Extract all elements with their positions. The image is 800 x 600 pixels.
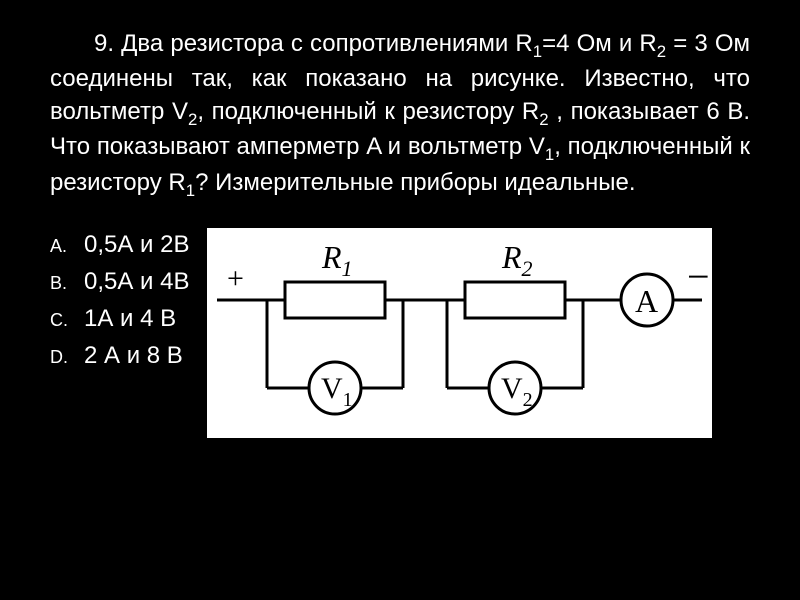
answer-marker: B. [50,270,84,296]
r1-label: R1 [321,239,353,281]
answer-option: B. 0,5А и 4В [50,265,189,300]
answer-option: A. 0,5А и 2В [50,228,189,263]
slide: 9. Два резистора с сопротивлениями R1=4 … [0,0,800,600]
ammeter-label: A [635,283,658,319]
question-text: 9. Два резистора с сопротивлениями R1=4 … [50,28,750,202]
answer-text: 0,5А и 4В [84,265,189,300]
answer-marker: C. [50,307,84,333]
circuit-diagram: + − R1 R2 A V1 V2 [207,228,712,438]
answer-text: 1А и 4 В [84,302,176,337]
answer-option: C. 1А и 4 В [50,302,189,337]
plus-label: + [227,262,244,295]
circuit-svg: + − R1 R2 A V1 V2 [207,228,712,438]
answer-text: 2 А и 8 В [84,339,183,374]
question-body: Два резистора с сопротивлениями R1=4 Ом … [50,30,750,196]
answer-list: A. 0,5А и 2В B. 0,5А и 4В C. 1А и 4 В D.… [50,228,189,375]
question-number: 9. [94,30,114,57]
answer-option: D. 2 А и 8 В [50,339,189,374]
answers-and-figure: A. 0,5А и 2В B. 0,5А и 4В C. 1А и 4 В D.… [50,228,750,438]
answer-marker: A. [50,233,84,259]
answer-marker: D. [50,344,84,370]
answer-text: 0,5А и 2В [84,228,189,263]
minus-label: − [687,254,710,299]
r2-label: R2 [501,239,533,281]
